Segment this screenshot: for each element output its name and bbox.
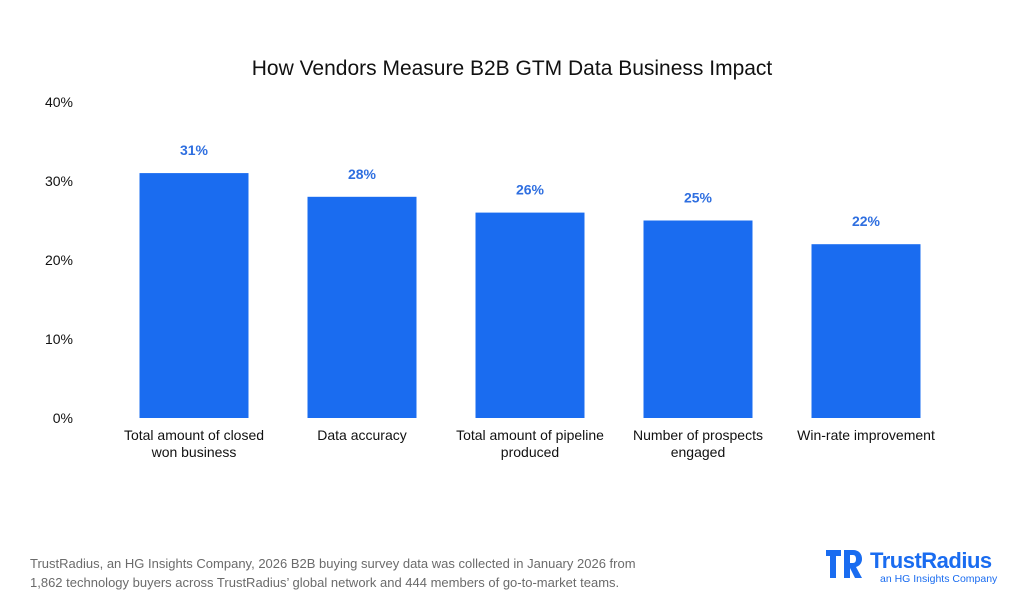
data-label: 22% <box>852 213 881 229</box>
bar <box>811 244 921 418</box>
brand-name: TrustRadius <box>870 548 992 573</box>
x-tick-label: Data accuracy <box>317 427 406 443</box>
data-label: 28% <box>348 166 377 182</box>
footnote-line-2: 1,862 technology buyers across TrustRadi… <box>30 575 620 590</box>
y-tick-label: 10% <box>45 331 73 347</box>
bar <box>139 173 249 418</box>
y-axis: 0% 10% 20% 30% 40% <box>45 94 73 426</box>
source-footnote: TrustRadius, an HG Insights Company, 202… <box>30 554 750 592</box>
bar <box>307 196 417 418</box>
bar <box>643 220 753 418</box>
x-tick-label: Number of prospects engaged <box>633 427 763 460</box>
x-axis: Total amount of closed won business Data a… <box>124 427 935 460</box>
data-label: 26% <box>516 182 545 198</box>
data-label: 25% <box>684 190 713 206</box>
bars-group: 31% 28% 26% 25% 22% <box>139 142 921 418</box>
brand-tagline: an HG Insights Company <box>880 573 998 585</box>
x-tick-label: Total amount of closed won business <box>124 427 264 460</box>
footnote-line-1: TrustRadius, an HG Insights Company, 202… <box>30 556 636 571</box>
x-tick-label: Win-rate improvement <box>797 427 935 443</box>
bar <box>475 212 585 418</box>
y-tick-label: 40% <box>45 94 73 110</box>
brand-logo: TrustRadius an HG Insights Company <box>824 546 999 588</box>
trustradius-logo-icon <box>826 550 862 578</box>
y-tick-label: 30% <box>45 173 73 189</box>
data-label: 31% <box>180 142 209 158</box>
x-tick-label: Total amount of pipeline produced <box>456 427 604 460</box>
chart-title: How Vendors Measure B2B GTM Data Busines… <box>252 57 773 80</box>
y-tick-label: 0% <box>53 410 73 426</box>
y-tick-label: 20% <box>45 252 73 268</box>
